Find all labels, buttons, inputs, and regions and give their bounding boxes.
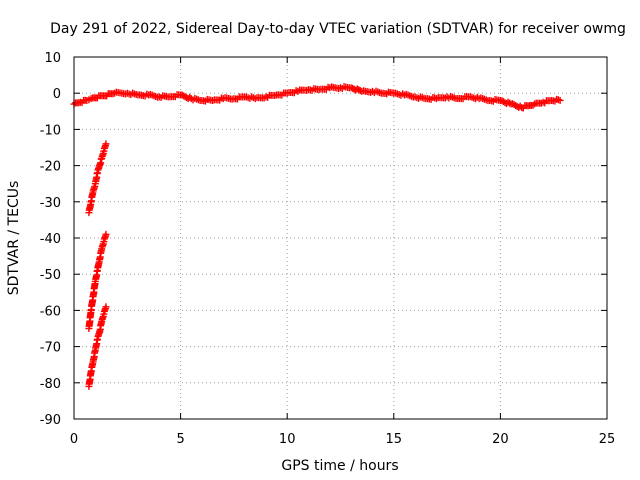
- series-descending-arc-1: [85, 140, 110, 217]
- x-tick-label: 25: [599, 432, 616, 447]
- chart-title: Day 291 of 2022, Sidereal Day-to-day VTE…: [50, 21, 626, 37]
- x-tick-label: 15: [386, 432, 403, 447]
- data-point: [102, 230, 110, 238]
- data-point: [102, 303, 110, 311]
- y-tick-label: -20: [40, 160, 61, 175]
- y-tick-label: -30: [40, 196, 61, 211]
- data-points: [70, 83, 564, 390]
- y-tick-label: 10: [44, 51, 61, 66]
- y-tick-label: -90: [40, 413, 61, 428]
- x-tick-label: 20: [492, 432, 509, 447]
- data-point: [556, 96, 564, 104]
- grid-lines: [74, 57, 607, 419]
- y-tick-label: -70: [40, 341, 61, 356]
- plot-frame: [73, 56, 608, 420]
- y-tick-label: -60: [40, 304, 61, 319]
- data-point: [554, 96, 562, 104]
- y-tick-label: -10: [40, 123, 61, 138]
- series-main-track: [70, 83, 564, 112]
- x-tick-label: 0: [70, 432, 78, 447]
- data-point: [87, 95, 95, 103]
- y-tick-label: -40: [40, 232, 61, 247]
- x-tick-label: 5: [176, 432, 184, 447]
- series-descending-arc-3: [85, 303, 110, 390]
- y-tick-label: 0: [53, 87, 61, 102]
- x-axis-label: GPS time / hours: [281, 458, 398, 474]
- y-tick-label: -80: [40, 377, 61, 392]
- tick-labels: 0 5 10 15 20 25 10 0 -10 -20 -30 -40 -50 -60 -70 -80 -90: [40, 51, 616, 447]
- data-point: [102, 140, 110, 148]
- data-point: [355, 86, 363, 94]
- y-tick-label: -50: [40, 268, 61, 283]
- data-point: [531, 100, 539, 108]
- series-descending-arc-2: [85, 230, 110, 332]
- axis-ticks: [73, 56, 608, 420]
- y-axis-label: SDTVAR / TECUs: [6, 181, 22, 296]
- x-tick-label: 10: [279, 432, 296, 447]
